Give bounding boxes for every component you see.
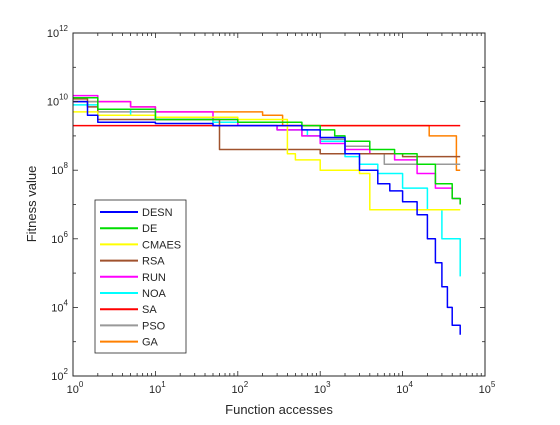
- legend-label-desn: DESN: [142, 207, 173, 219]
- legend-label-run: RUN: [142, 272, 166, 284]
- y-tick-label: 104: [51, 298, 68, 314]
- legend-label-ga: GA: [142, 337, 159, 349]
- series-layer: [73, 94, 461, 335]
- x-axis-title: Function accesses: [225, 402, 333, 417]
- x-tick-label: 104: [396, 380, 413, 396]
- series-line-desn: [73, 100, 461, 335]
- series-line-de: [73, 96, 461, 205]
- y-tick-labels: 102 104 106 108 1010 1012: [47, 24, 69, 383]
- y-tick-label: 1010: [47, 93, 69, 109]
- y-tick-label: 106: [51, 230, 68, 246]
- legend: DESN DE CMAES RSA RUN NOA SA PSO GA: [94, 199, 187, 354]
- y-axis-title: Fitness value: [24, 166, 39, 243]
- x-tick-label: 100: [67, 380, 84, 396]
- x-tick-label: 102: [231, 380, 248, 396]
- y-tick-label: 102: [51, 367, 68, 383]
- legend-label-sa: SA: [142, 304, 157, 316]
- x-tick-label: 103: [314, 380, 331, 396]
- legend-label-de: DE: [142, 223, 157, 235]
- legend-label-noa: NOA: [142, 288, 167, 300]
- legend-label-cmaes: CMAES: [142, 239, 181, 251]
- tick-layer: [72, 32, 486, 377]
- legend-label-pso: PSO: [142, 320, 166, 332]
- x-tick-label: 105: [479, 380, 496, 396]
- x-tick-labels: 100 101 102 103 104 105: [67, 380, 496, 396]
- y-tick-label: 1012: [47, 24, 69, 40]
- legend-label-rsa: RSA: [142, 256, 165, 268]
- x-tick-label: 101: [149, 380, 166, 396]
- y-tick-label: 108: [51, 161, 68, 177]
- series-line-rsa: [73, 98, 461, 158]
